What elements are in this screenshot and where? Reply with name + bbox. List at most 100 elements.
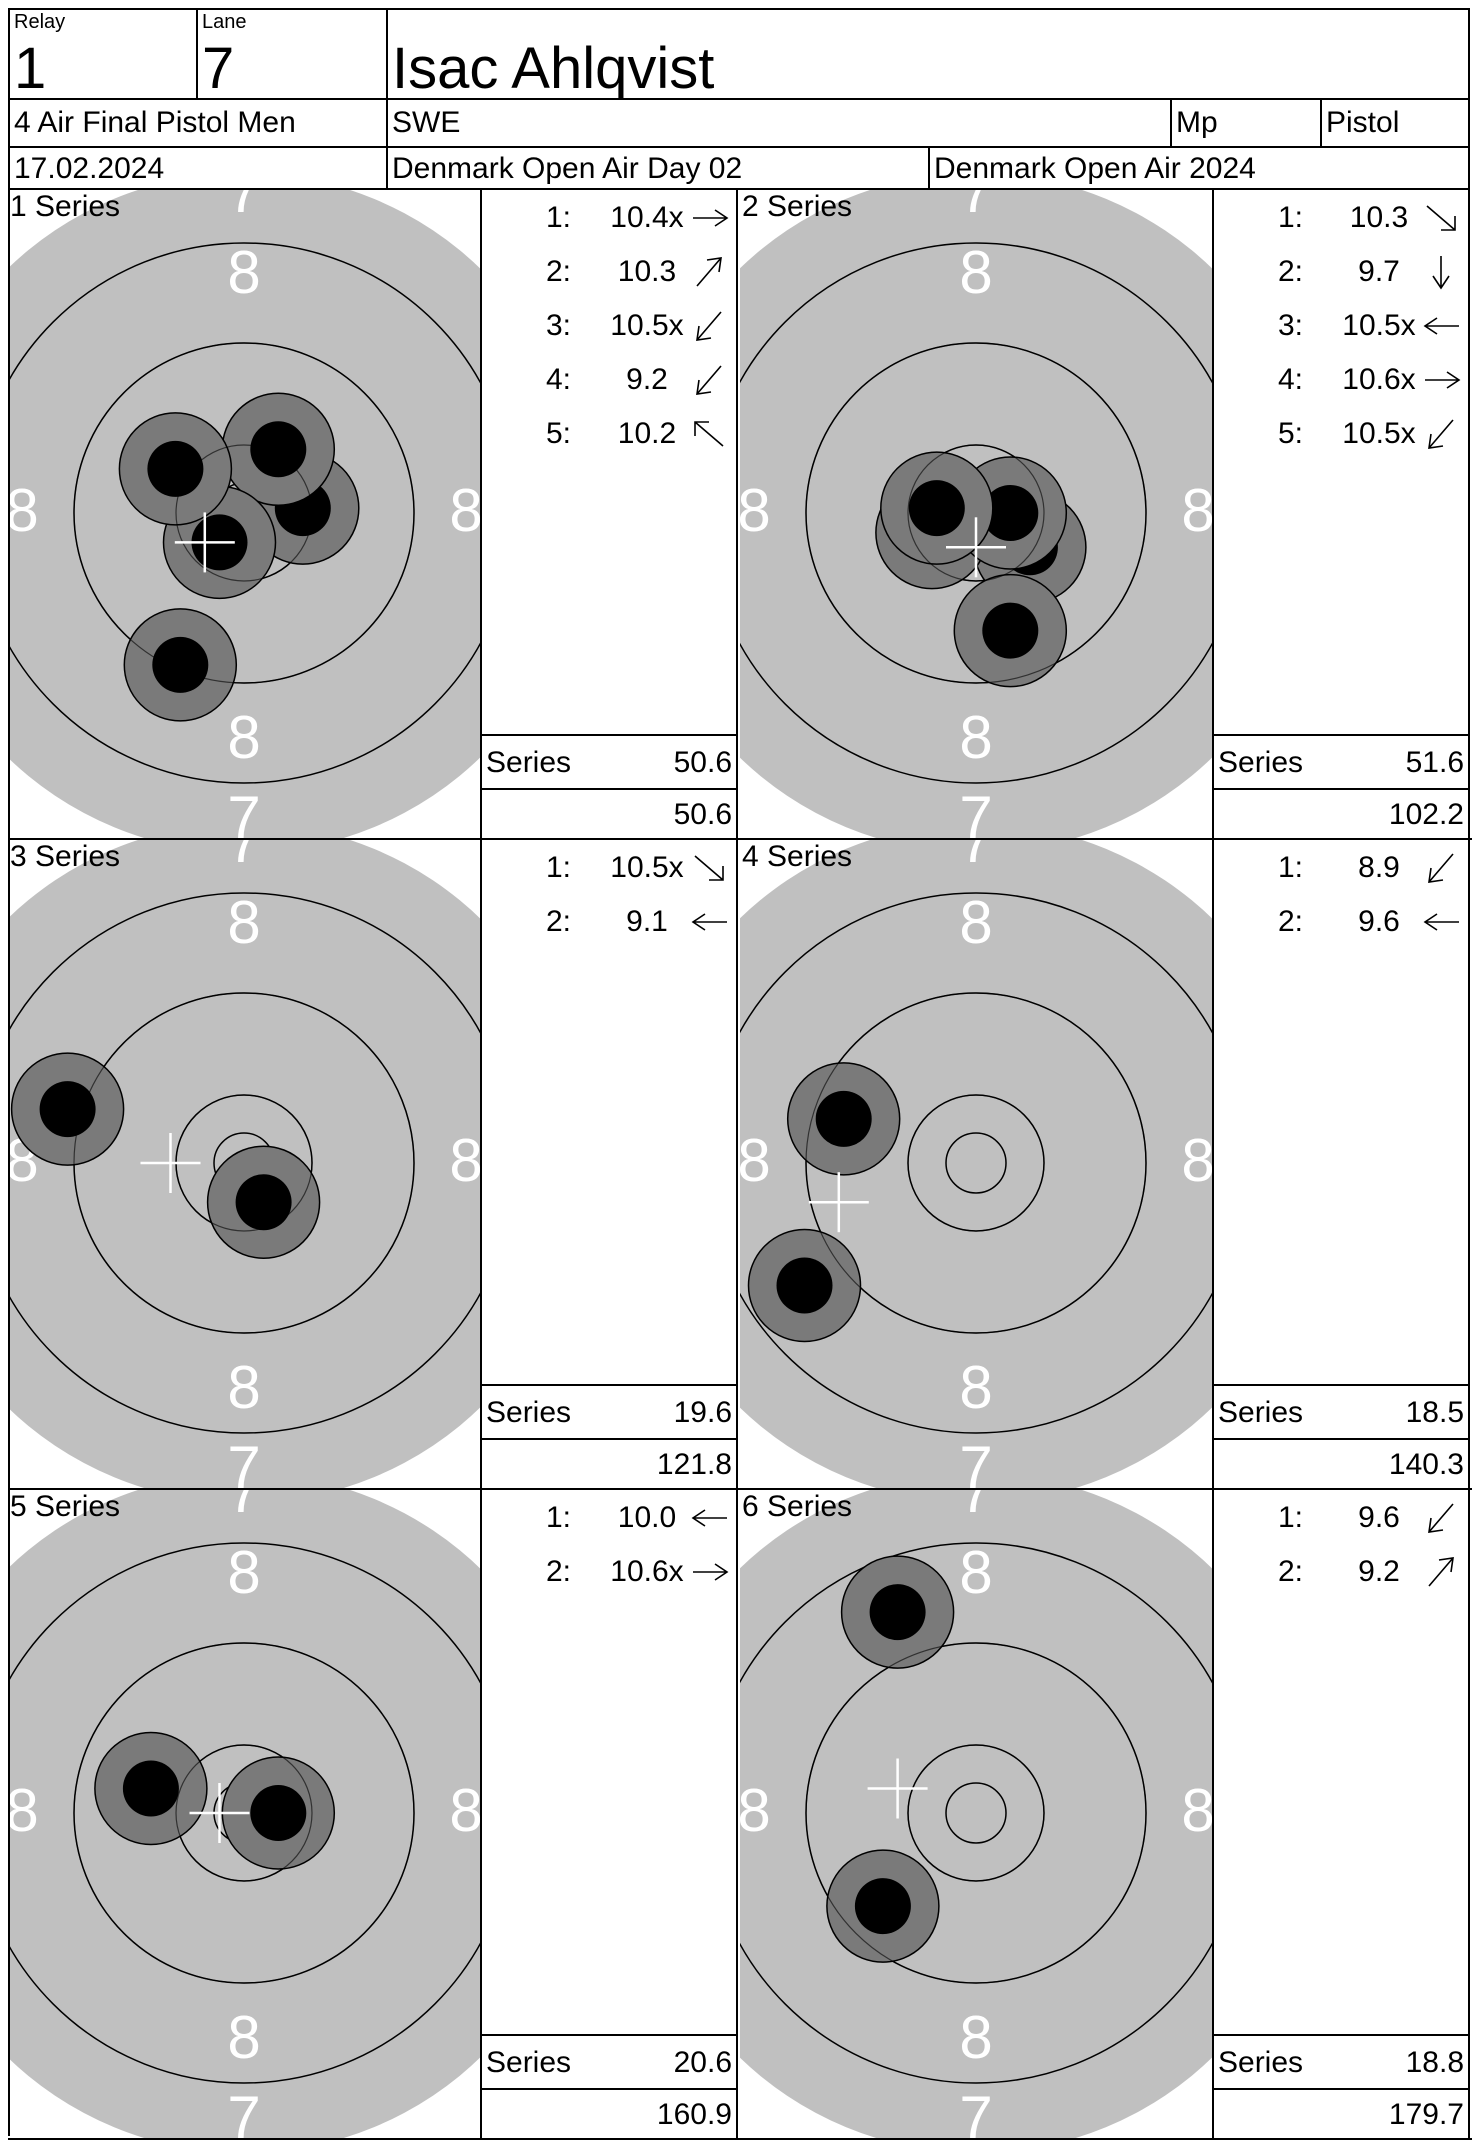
series-total-label: Series xyxy=(486,2046,572,2079)
shot-number: 3: xyxy=(546,309,572,342)
class: Mp xyxy=(1176,106,1218,139)
target-svg: 8 8 8 8 7 7 xyxy=(740,190,1214,840)
series-total-row: Series 50.6 xyxy=(482,734,736,790)
running-total-value: 179.7 xyxy=(1388,2098,1464,2131)
shot-value: 10.3 xyxy=(1349,201,1409,234)
shot-direction-arrow-icon xyxy=(696,311,722,341)
target-svg: 8 8 8 8 7 7 xyxy=(8,190,482,840)
ring-number-label: 8 xyxy=(959,1539,992,1606)
athlete-name: Isac Ahlqvist xyxy=(392,36,715,100)
running-total-value: 121.8 xyxy=(656,1448,732,1481)
shot-row: 1: 9.6 xyxy=(1214,1498,1468,1538)
running-total-row: 50.6 xyxy=(482,788,736,840)
running-total-row: 160.9 xyxy=(482,2088,736,2140)
ring-number-label: 7 xyxy=(227,1490,260,1525)
series-title: 6 Series xyxy=(742,1490,853,1523)
series-total-row: Series 20.6 xyxy=(482,2034,736,2090)
ring-number-label: 8 xyxy=(449,1127,482,1194)
ring-number-label: 8 xyxy=(959,704,992,771)
target-ring xyxy=(740,1542,1214,2084)
shot-value: 9.6 xyxy=(1358,1501,1400,1534)
shot-number: 5: xyxy=(1278,417,1304,450)
running-total-value: 160.9 xyxy=(656,2098,732,2131)
shot-number: 3: xyxy=(1278,309,1304,342)
ring-overlay xyxy=(175,1744,313,1882)
ring-overlay xyxy=(805,1642,1147,1984)
series-total-row: Series 18.5 xyxy=(1214,1384,1468,1440)
shot-direction-arrow-icon xyxy=(1428,1503,1454,1533)
shot-row: 1: 10.0 xyxy=(482,1498,736,1538)
series-total-value: 18.5 xyxy=(1405,1396,1464,1429)
running-total-row: 140.3 xyxy=(1214,1438,1468,1490)
series-total-value: 51.6 xyxy=(1405,746,1464,779)
ring-number-label: 8 xyxy=(1181,1127,1214,1194)
target-inner-ten xyxy=(945,1132,1007,1194)
shot-value: 9.6 xyxy=(1358,905,1400,938)
series-total-label: Series xyxy=(1218,746,1304,779)
running-total-value: 102.2 xyxy=(1388,798,1464,831)
shot-mark xyxy=(786,1062,901,1176)
shot-direction-arrow-icon xyxy=(694,421,724,447)
shot-value: 10.4x xyxy=(610,201,684,234)
shot-mark xyxy=(118,412,233,526)
shot-direction-arrow-icon xyxy=(1423,913,1459,931)
page-left-border xyxy=(8,188,10,2136)
shot-mark xyxy=(221,392,336,507)
shot-row: 1: 10.4x xyxy=(482,198,736,238)
series-total-label: Series xyxy=(1218,1396,1304,1429)
series-title: 1 Series xyxy=(10,190,121,223)
ring-number-label: 8 xyxy=(227,2004,260,2071)
competition-day-cell: Denmark Open Air Day 02 xyxy=(386,146,930,190)
series-total-value: 20.6 xyxy=(673,2046,732,2079)
shot-direction-arrow-icon xyxy=(1423,317,1459,335)
lane-cell: Lane 7 xyxy=(196,8,388,100)
shot-direction-arrow-icon xyxy=(696,257,722,287)
shot-value: 10.3 xyxy=(617,255,677,288)
series-target-panel: 8 8 8 8 7 7 6 Series xyxy=(740,1490,1214,2140)
shot-number: 5: xyxy=(546,417,572,450)
shot-direction-arrow-icon xyxy=(693,1563,729,1581)
target-ring xyxy=(8,1542,482,2084)
series-target-panel: 8 8 8 8 7 7 1 Series xyxy=(8,190,482,840)
mean-impact-cross xyxy=(140,1133,201,1193)
ring-number-label: 8 xyxy=(959,2004,992,2071)
ring-number-label: 8 xyxy=(1181,477,1214,544)
competition: Denmark Open Air 2024 xyxy=(934,152,1256,185)
shot-list: 1: 8.9 2: 9.6 Series 18.5 140.3 xyxy=(1212,838,1470,1490)
nation-cell: SWE xyxy=(386,98,1172,148)
ring-number-label: 7 xyxy=(227,1434,260,1490)
running-total-row: 102.2 xyxy=(1214,788,1468,840)
series-total-row: Series 18.8 xyxy=(1214,2034,1468,2090)
shot-number: 1: xyxy=(546,201,572,234)
shot-row: 4: 9.2 xyxy=(482,360,736,400)
shot-number: 1: xyxy=(546,1501,572,1534)
ring-number-label: 8 xyxy=(959,239,992,306)
panel-divider xyxy=(8,1488,740,1490)
lane-value: 7 xyxy=(202,36,235,100)
ring-number-label: 8 xyxy=(227,1354,260,1421)
shot-value: 9.2 xyxy=(1358,1555,1400,1588)
ring-number-label: 8 xyxy=(1181,1777,1214,1844)
shot-row: 1: 8.9 xyxy=(1214,848,1468,888)
shot-direction-arrow-icon xyxy=(696,365,722,395)
ring-number-label: 8 xyxy=(227,239,260,306)
relay-label: Relay xyxy=(14,11,66,33)
running-total-value: 50.6 xyxy=(673,798,732,831)
target-inner-ten xyxy=(945,1782,1007,1844)
shot-direction-arrow-icon xyxy=(693,209,729,227)
ring-overlay xyxy=(907,1744,1045,1882)
shot-number: 1: xyxy=(546,851,572,884)
lane-label: Lane xyxy=(202,11,247,33)
series-target-panel: 8 8 8 8 7 7 4 Series xyxy=(740,840,1214,1490)
ring-number-label: 8 xyxy=(8,477,39,544)
ring-number-label: 8 xyxy=(740,1127,771,1194)
ring-number-label: 7 xyxy=(227,2084,260,2140)
shot-direction-arrow-icon xyxy=(691,913,727,931)
shot-row: 5: 10.5x xyxy=(1214,414,1468,454)
shot-row: 2: 9.6 xyxy=(1214,902,1468,942)
relay-value: 1 xyxy=(14,36,47,100)
shot-direction-arrow-icon xyxy=(1428,419,1454,449)
shot-mark xyxy=(123,608,238,722)
ring-number-label: 8 xyxy=(227,1539,260,1606)
shot-value: 10.2 xyxy=(617,417,677,450)
